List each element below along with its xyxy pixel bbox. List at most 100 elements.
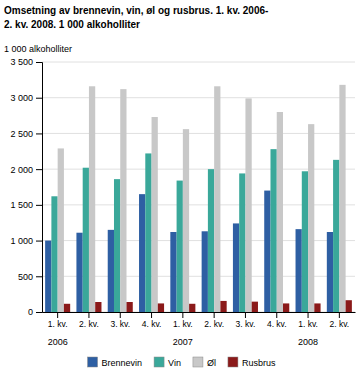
bar xyxy=(170,232,176,312)
grid xyxy=(42,62,355,312)
y-tick-label: 3 000 xyxy=(10,93,33,103)
bar xyxy=(120,89,126,312)
bar xyxy=(158,303,164,312)
y-tick-label: 0 xyxy=(28,307,33,317)
series xyxy=(64,300,352,312)
bar xyxy=(327,232,333,312)
bar xyxy=(177,181,183,312)
bar xyxy=(51,196,57,312)
bar xyxy=(346,300,352,312)
bar xyxy=(64,304,70,312)
x-tick-mark xyxy=(182,312,183,318)
bars xyxy=(45,85,352,312)
bar xyxy=(139,194,145,312)
x-tick: 2. kv. xyxy=(79,312,99,329)
bar xyxy=(220,301,226,312)
y-tick-label: 1 000 xyxy=(10,236,33,246)
annotation: 2008 xyxy=(298,337,318,347)
x-tick-label: 2. kv. xyxy=(330,319,350,329)
x-axis: 1. kv. 2. kv. 3. kv. 4. kv. 1. kv. 2. kv. 3. k… xyxy=(43,312,356,329)
legend-label: Brennevin xyxy=(102,358,143,368)
bar xyxy=(270,149,276,312)
bar xyxy=(45,241,51,312)
y-tick: 3 000 xyxy=(10,93,42,103)
x-tick-label: 4. kv. xyxy=(142,319,162,329)
x-tick: 4. kv. xyxy=(142,312,162,329)
legend-label: Øl xyxy=(207,358,216,368)
x-tick-mark xyxy=(151,312,152,318)
y-tick-label: 500 xyxy=(18,272,33,282)
bar xyxy=(108,230,114,312)
annotation: 2006 xyxy=(48,337,68,347)
y-tick: 2 500 xyxy=(10,129,42,139)
bar xyxy=(95,302,101,312)
bar xyxy=(333,160,339,312)
annotations: 2006 2007 2008 xyxy=(48,337,318,347)
legend-swatch xyxy=(228,357,238,367)
bar xyxy=(114,179,120,312)
legend-swatch xyxy=(193,357,203,367)
y-tick: 1 000 xyxy=(10,236,42,246)
grid-line xyxy=(42,97,355,98)
bar xyxy=(245,98,251,312)
bar xyxy=(145,153,151,312)
x-tick-label: 2. kv. xyxy=(79,319,99,329)
x-tick-mark xyxy=(339,312,340,318)
x-tick: 4. kv. xyxy=(267,312,287,329)
bar xyxy=(58,148,64,312)
x-tick-mark xyxy=(57,312,58,318)
y-tick: 1 500 xyxy=(10,200,42,210)
x-tick-mark xyxy=(276,312,277,318)
bar xyxy=(183,129,189,312)
y-axis: 0 500 1 000 1 500 2 000 2 500 3 000 3 500 xyxy=(10,57,42,317)
x-tick-label: 1. kv. xyxy=(173,319,193,329)
x-tick-label: 3. kv. xyxy=(236,319,256,329)
legend-item: Øl xyxy=(193,357,216,368)
y-axis-line xyxy=(36,63,43,313)
annotation: 2007 xyxy=(173,337,193,347)
x-tick-label: 2. kv. xyxy=(204,319,224,329)
bar xyxy=(277,112,283,312)
bar xyxy=(233,223,239,312)
y-tick: 0 xyxy=(28,307,42,317)
bar xyxy=(127,302,133,312)
bar xyxy=(202,231,208,312)
legend-item: Brennevin xyxy=(88,357,143,368)
subtitle: 2. kv. 2008. 1 000 alkoholliter xyxy=(4,19,140,30)
bar xyxy=(89,86,95,312)
y-tick-mark xyxy=(36,62,42,63)
bar xyxy=(208,169,214,312)
bar xyxy=(214,86,220,312)
x-tick: 3. kv. xyxy=(110,312,130,329)
y-tick-mark xyxy=(36,98,42,99)
y-tick-mark xyxy=(36,169,42,170)
x-tick-mark xyxy=(308,312,309,318)
x-tick-label: 4. kv. xyxy=(267,319,287,329)
x-tick-mark xyxy=(88,312,89,318)
bar xyxy=(239,173,245,312)
legend-item: Vin xyxy=(154,357,181,368)
bar xyxy=(302,171,308,312)
title: Omsetning av brennevin, vin, øl og rusbr… xyxy=(4,5,268,16)
x-tick-mark xyxy=(120,312,121,318)
y-tick: 2 000 xyxy=(10,165,42,175)
legend-label: Rusbrus xyxy=(242,358,276,368)
y-tick-mark xyxy=(36,312,42,313)
x-tick: 1. kv. xyxy=(48,312,68,329)
bar xyxy=(264,191,270,312)
bar xyxy=(314,303,320,312)
bar xyxy=(283,303,289,312)
x-tick: 2. kv. xyxy=(204,312,224,329)
x-tick: 1. kv. xyxy=(173,312,193,329)
bar xyxy=(252,302,258,312)
y-tick: 500 xyxy=(18,272,42,282)
y-tick-mark xyxy=(36,276,42,277)
x-tick-label: 1. kv. xyxy=(298,319,318,329)
series xyxy=(58,85,346,312)
bar xyxy=(83,168,89,312)
x-tick-label: 1. kv. xyxy=(48,319,68,329)
y-tick: 3 500 xyxy=(10,57,42,67)
legend-swatch xyxy=(88,357,98,367)
x-tick: 3. kv. xyxy=(236,312,256,329)
y-tick-mark xyxy=(36,133,42,134)
